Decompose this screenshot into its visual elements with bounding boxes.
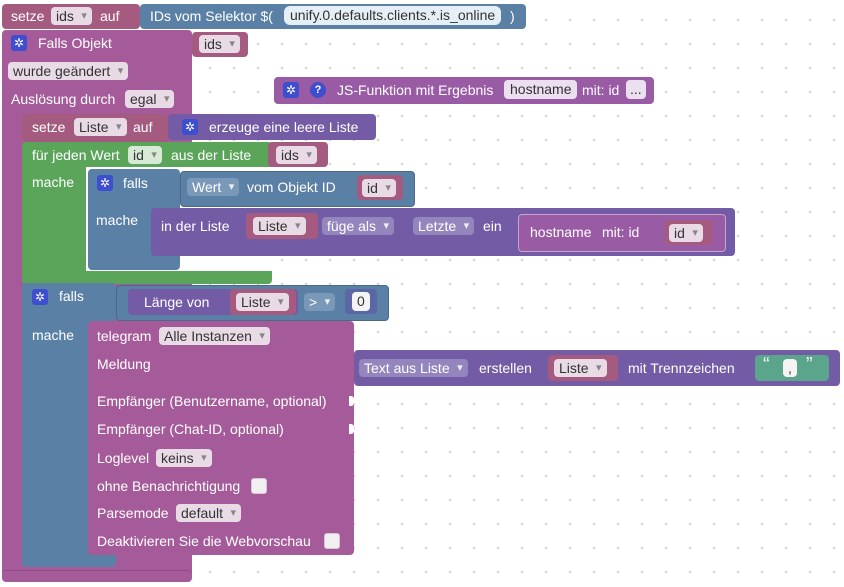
recipient-user-label: Empfänger (Benutzername, optional) (97, 393, 327, 409)
loglevel-dropdown[interactable]: keins (156, 449, 212, 467)
from-list-label: aus der Liste (171, 147, 252, 163)
triggered-by-dropdown[interactable]: egal (125, 90, 175, 108)
for-each-do-label: mache (32, 174, 75, 190)
gear-icon[interactable]: ✲ (32, 289, 48, 305)
set-to-label: auf (100, 8, 120, 24)
selector-label: IDs vom Selektor $( (150, 8, 273, 24)
list-insert-var-dropdown[interactable]: Liste (253, 217, 306, 235)
separator-label: mit Trennzeichen (628, 360, 735, 376)
silent-checkbox[interactable] (251, 478, 267, 494)
number-input[interactable]: 0 (352, 292, 370, 311)
for-each-label: für jeden Wert (32, 147, 120, 163)
set-list-to-label: auf (133, 119, 153, 135)
if-inner-do-label: mache (96, 212, 139, 228)
value-type-dropdown[interactable]: Wert (187, 178, 240, 196)
parsemode-dropdown[interactable]: default (176, 504, 242, 522)
selector-input[interactable]: unify.0.defaults.clients.*.is_online (284, 6, 502, 25)
in-list-label: in der Liste (161, 218, 230, 234)
gear-icon[interactable]: ✲ (11, 35, 27, 51)
recipient-chat-label: Empfänger (Chat-ID, optional) (97, 421, 284, 437)
js-function-block[interactable] (274, 77, 654, 104)
if-outer-do-label: mache (32, 327, 75, 343)
hostname-call-param: mit: id (602, 224, 640, 240)
gear-icon[interactable]: ✲ (182, 119, 198, 135)
set-label: setze (11, 8, 45, 24)
insert-position-dropdown[interactable]: Letzte (413, 217, 475, 235)
silent-label: ohne Benachrichtigung (97, 478, 241, 494)
help-icon[interactable]: ? (310, 82, 326, 98)
if-outer-label: falls (59, 288, 84, 304)
gear-icon[interactable]: ✲ (283, 82, 299, 98)
close-quote-icon: ” (806, 354, 813, 376)
selector-close-label: ) (510, 8, 515, 24)
insert-mode-dropdown[interactable]: füge als (322, 217, 395, 235)
for-each-var-dropdown[interactable]: id (128, 146, 162, 164)
length-list-dropdown[interactable]: Liste (236, 293, 289, 311)
create-empty-list-label: erzeuge eine leere Liste (209, 119, 359, 135)
hostname-id-dropdown[interactable]: id (669, 224, 703, 242)
text-from-list-dropdown[interactable]: Text aus Liste (359, 359, 468, 377)
trigger-block-footer (2, 570, 192, 582)
telegram-instance-dropdown[interactable]: Alle Instanzen (159, 327, 270, 345)
parsemode-label: Parsemode (97, 505, 169, 521)
js-function-label: JS-Funktion mit Ergebnis (337, 82, 494, 98)
recipient-chat-input-slot[interactable] (349, 424, 354, 434)
gear-icon[interactable]: ✲ (97, 175, 113, 191)
loglevel-label: Loglevel (97, 450, 150, 466)
js-function-more-button[interactable]: ... (626, 80, 646, 99)
open-quote-icon: “ (763, 354, 770, 376)
no-preview-checkbox[interactable] (324, 533, 340, 549)
from-object-label: vom Objekt ID (247, 179, 336, 195)
insert-ein-label: ein (483, 218, 502, 234)
no-preview-label: Deaktivieren Sie die Webvorschau (97, 533, 311, 549)
message-label: Meldung (97, 356, 151, 372)
create-empty-list-block[interactable] (168, 114, 376, 140)
join-list-dropdown[interactable]: Liste (554, 359, 607, 377)
recipient-user-input-slot[interactable] (349, 396, 354, 406)
id-var-dropdown[interactable]: id (362, 179, 396, 197)
create-label: erstellen (479, 360, 532, 376)
condition-dropdown[interactable]: wurde geändert (8, 62, 129, 80)
object-var-dropdown[interactable]: ids (199, 35, 240, 53)
set-list-label: setze (32, 119, 66, 135)
operator-dropdown[interactable]: > (304, 293, 336, 311)
if-inner-label: falls (123, 175, 148, 191)
triggered-by-label: Auslösung durch (11, 91, 116, 107)
telegram-label: telegram (97, 328, 152, 344)
set-list-var-dropdown[interactable]: Liste (74, 118, 127, 136)
js-function-param-label: mit: id (582, 82, 620, 98)
length-label: Länge von (144, 294, 210, 310)
if-object-label: Falls Objekt (38, 35, 112, 51)
hostname-call-name: hostname (530, 224, 592, 240)
js-function-name-input[interactable]: hostname (504, 80, 578, 99)
for-each-list-dropdown[interactable]: ids (276, 146, 317, 164)
set-var-dropdown[interactable]: ids (51, 7, 92, 25)
separator-input[interactable]: , (783, 359, 797, 377)
